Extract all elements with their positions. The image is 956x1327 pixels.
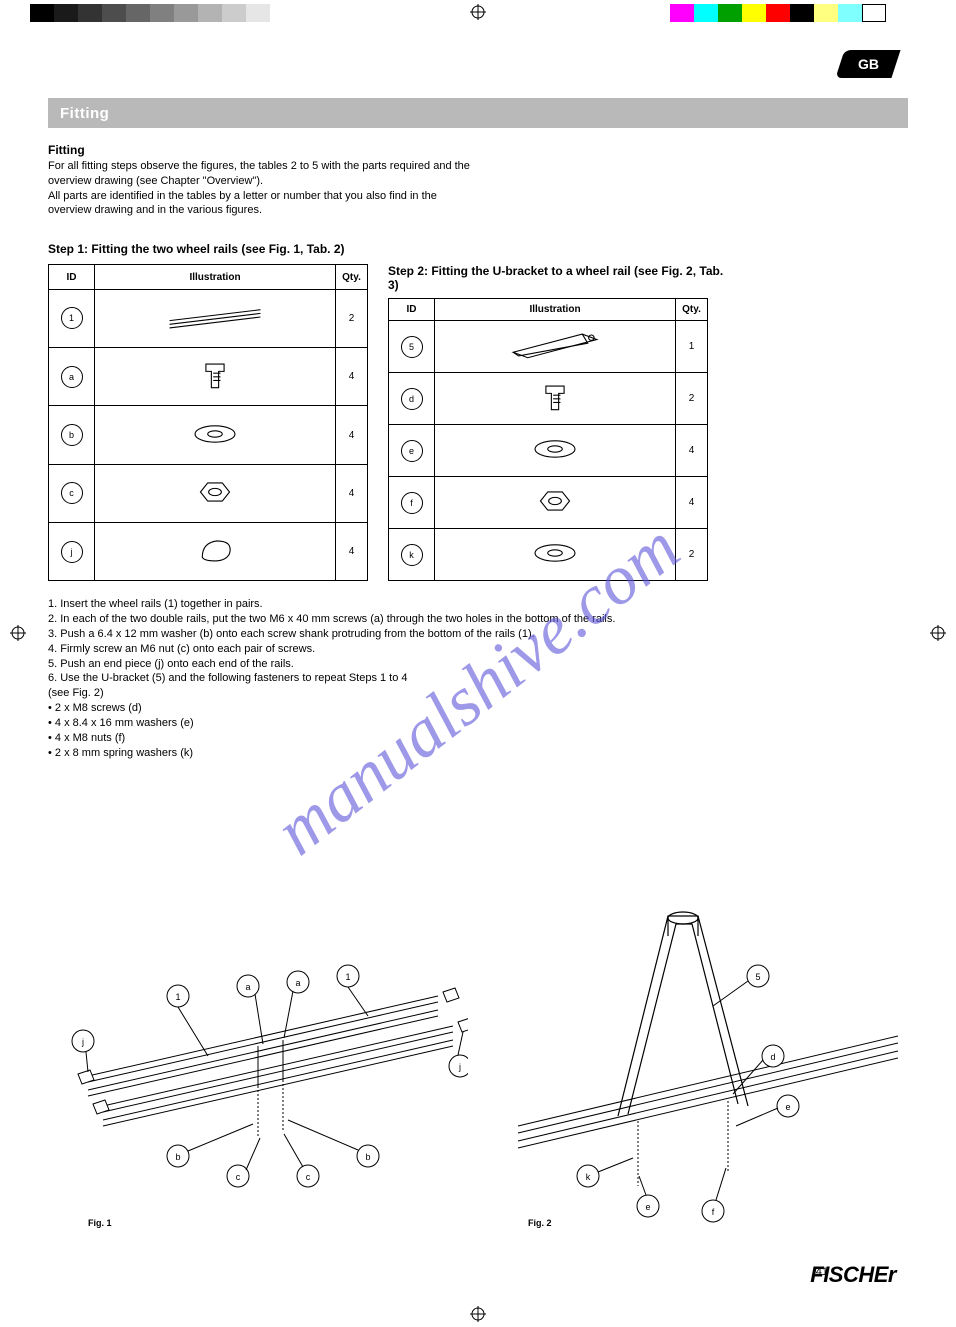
step-line: 1. Insert the wheel rails (1) together i…	[48, 597, 908, 612]
svg-text:e: e	[645, 1202, 650, 1212]
th-illus-2: Illustration	[435, 299, 676, 321]
svg-text:e: e	[785, 1102, 790, 1112]
part-qty: 4	[676, 477, 708, 529]
part-illustration	[435, 425, 676, 477]
th-id: ID	[49, 265, 95, 290]
part-qty: 2	[676, 373, 708, 425]
page-content: Fitting For all fitting steps observe th…	[48, 142, 908, 1236]
figure-1: 1 1 a a b c c b j	[48, 876, 468, 1236]
figure-2: 5 d e k e f Fig. 2	[488, 876, 908, 1236]
step-line: 4. Firmly screw an M6 nut (c) onto each …	[48, 642, 908, 657]
part-qty: 2	[676, 529, 708, 581]
svg-text:k: k	[586, 1172, 591, 1182]
svg-text:d: d	[770, 1052, 775, 1062]
step-line: (see Fig. 2)	[48, 686, 908, 701]
intro-line-3: overview drawing and in the various figu…	[48, 204, 262, 216]
part-illustration	[435, 321, 676, 373]
tables-container: ID Illustration Qty. 12a4b4c4j4 Step 2: …	[48, 264, 908, 581]
intro-heading: Fitting	[48, 143, 85, 157]
part-id-badge: k	[401, 544, 423, 566]
part-id-badge: j	[61, 541, 83, 563]
part-id-badge: a	[61, 366, 83, 388]
part-illustration	[435, 529, 676, 581]
parts-table-step2: ID Illustration Qty. 5 1 d 2 e 4 f 4 k 2	[388, 298, 708, 581]
registration-mark-left	[10, 625, 26, 641]
th-qty: Qty.	[336, 265, 368, 290]
svg-text:Fig. 2: Fig. 2	[528, 1218, 552, 1228]
svg-text:c: c	[306, 1172, 311, 1182]
step-line: 5. Push an end piece (j) onto each end o…	[48, 657, 908, 672]
svg-text:1: 1	[175, 992, 180, 1002]
intro-line-0: For all fitting steps observe the figure…	[48, 160, 470, 172]
section-header-text: Fitting	[60, 105, 109, 122]
registration-mark-top	[470, 4, 486, 20]
step1-title: Step 1: Fitting the two wheel rails (see…	[48, 242, 908, 256]
section-header: Fitting	[48, 98, 908, 128]
part-qty: 4	[676, 425, 708, 477]
registration-mark-bottom	[470, 1306, 486, 1322]
step2-title: Step 2: Fitting the U-bracket to a wheel…	[388, 264, 728, 292]
part-qty: 4	[336, 464, 368, 522]
part-id-badge: f	[401, 492, 423, 514]
step-line: • 2 x M8 screws (d)	[48, 701, 908, 716]
part-illustration	[95, 522, 336, 580]
intro-block: Fitting For all fitting steps observe th…	[48, 142, 908, 218]
parts-table-step1: ID Illustration Qty. 1 2 a 4 b 4 c 4 j 4	[48, 264, 368, 581]
intro-line-1: overview drawing (see Chapter "Overview"…	[48, 175, 263, 187]
th-id-2: ID	[389, 299, 435, 321]
figures-row: 1 1 a a b c c b j	[48, 876, 908, 1236]
language-tab: GB	[835, 50, 900, 78]
registration-mark-right	[930, 625, 946, 641]
part-illustration	[95, 464, 336, 522]
steps-text: 1. Insert the wheel rails (1) together i…	[48, 597, 908, 760]
part-illustration	[95, 348, 336, 406]
step-line: 3. Push a 6.4 x 12 mm washer (b) onto ea…	[48, 627, 908, 642]
part-qty: 1	[676, 321, 708, 373]
part-illustration	[435, 477, 676, 529]
part-id-badge: 5	[401, 336, 423, 358]
step-line: 2. In each of the two double rails, put …	[48, 612, 908, 627]
part-qty: 4	[336, 522, 368, 580]
svg-text:b: b	[365, 1152, 370, 1162]
svg-text:j: j	[81, 1037, 84, 1047]
part-id-badge: 1	[61, 307, 83, 329]
step-line: • 4 x 8.4 x 16 mm washers (e)	[48, 716, 908, 731]
svg-text:a: a	[295, 978, 300, 988]
part-illustration	[435, 373, 676, 425]
part-id-badge: c	[61, 482, 83, 504]
language-tab-label: GB	[858, 56, 879, 72]
part-illustration	[95, 406, 336, 464]
intro-line-2: All parts are identified in the tables b…	[48, 190, 437, 202]
svg-text:1: 1	[345, 972, 350, 982]
svg-text:5: 5	[755, 972, 760, 982]
part-id-badge: b	[61, 424, 83, 446]
part-qty: 4	[336, 406, 368, 464]
svg-text:b: b	[175, 1152, 180, 1162]
svg-text:c: c	[236, 1172, 241, 1182]
color-calibration-bar	[670, 4, 886, 22]
part-qty: 2	[336, 289, 368, 347]
part-id-badge: e	[401, 440, 423, 462]
svg-text:a: a	[245, 982, 250, 992]
th-illus: Illustration	[95, 265, 336, 290]
part-illustration	[95, 289, 336, 347]
svg-text:Fig. 1: Fig. 1	[88, 1218, 112, 1228]
grayscale-calibration-bar	[30, 4, 270, 22]
part-id-badge: d	[401, 388, 423, 410]
step-line: • 4 x M8 nuts (f)	[48, 731, 908, 746]
part-qty: 4	[336, 348, 368, 406]
th-qty-2: Qty.	[676, 299, 708, 321]
step-line: • 2 x 8 mm spring washers (k)	[48, 746, 908, 761]
brand-logo: FISCHEr	[810, 1262, 896, 1288]
svg-text:j: j	[458, 1062, 461, 1072]
step-line: 6. Use the U-bracket (5) and the followi…	[48, 671, 908, 686]
